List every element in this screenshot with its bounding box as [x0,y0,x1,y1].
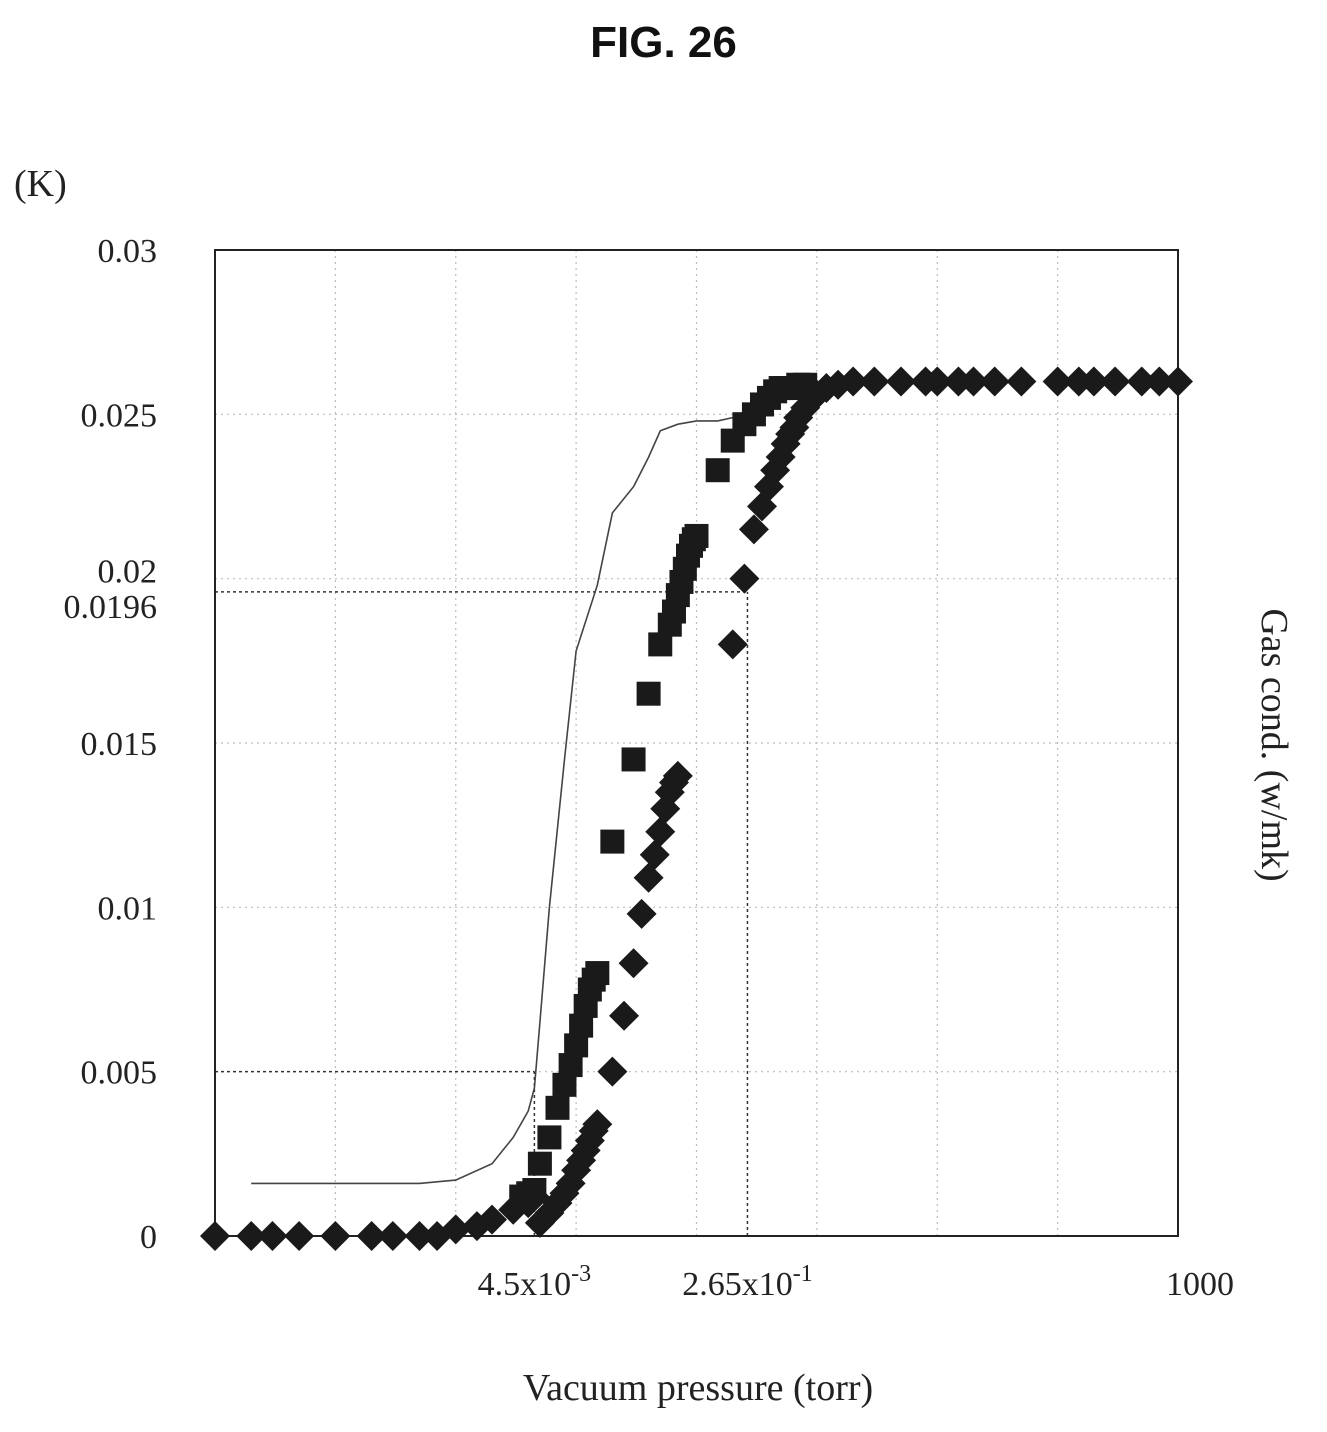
data-point-diamond [1042,366,1073,397]
x-tick-labels: 4.5x10-3 2.65x10-1 1000 [478,1261,1234,1303]
data-point-diamond [1078,366,1109,397]
data-point-diamond [618,948,649,979]
data-point-diamond [717,629,748,660]
data-point-diamond [1144,366,1175,397]
y-tick-label: 0.01 [98,890,158,927]
grid-lines [215,250,1178,1236]
y-tick-label: 0.025 [81,397,158,434]
data-point-diamond [236,1221,267,1251]
x-tick-label: 4.5x10-3 [478,1261,592,1303]
data-point-square [585,961,610,986]
data-point-diamond [1163,366,1193,397]
data-point-diamond [645,816,676,847]
y-tick-label: 0 [140,1219,157,1256]
data-point-diamond [284,1221,315,1251]
data-point-diamond [257,1221,288,1251]
data-series [200,366,1193,1251]
data-point-diamond [886,366,917,397]
data-point-diamond [356,1221,387,1251]
data-point-diamond [662,760,693,791]
data-point-square [527,1151,552,1176]
y-axis-label-right: Gas cond. (w/mk) [1253,608,1295,881]
data-point-diamond [519,1181,550,1212]
y-tick-label: 0.03 [98,233,158,270]
data-point-diamond [1126,366,1157,397]
data-point-diamond [1063,366,1094,397]
data-point-diamond [1006,366,1037,397]
data-point-diamond [633,862,664,893]
reference-lines [215,591,749,1236]
series-line [251,413,747,1185]
data-point-diamond [838,366,869,397]
data-point-square [621,747,646,772]
data-point-diamond [943,366,974,397]
y-tick-label: 0.0196 [64,589,158,626]
data-point-square [705,458,730,483]
y-tick-label: 0.02 [98,554,158,591]
data-point-diamond [582,1109,613,1140]
data-point-diamond [626,898,657,929]
data-point-diamond [320,1221,351,1251]
data-point-diamond [597,1056,628,1087]
x-axis-label: Vacuum pressure (torr) [523,1367,873,1409]
data-point-diamond [738,514,769,545]
data-point-diamond [404,1221,435,1251]
data-point-diamond [200,1221,230,1251]
data-point-diamond [639,839,670,870]
y-tick-label: 0.015 [81,726,158,763]
data-point-diamond [377,1221,408,1251]
data-point-square [636,681,661,706]
data-point-diamond [476,1204,507,1235]
data-point-diamond [609,1000,640,1031]
data-point-diamond [1100,366,1131,397]
plot-frame [214,249,1179,1237]
series-line [251,413,747,1185]
data-point-square [545,1095,570,1120]
data-point-diamond [440,1214,471,1245]
data-point-square [537,1125,562,1150]
data-point-diamond [859,366,890,397]
y-axis-label-left: (K) [14,163,67,205]
figure-title: FIG. 26 [590,18,737,67]
data-point-diamond [958,366,989,397]
data-point-square [684,523,709,548]
x-tick-label: 2.65x10-1 [682,1261,813,1303]
data-point-diamond [979,366,1010,397]
y-tick-label: 0.005 [81,1055,158,1092]
data-point-square [600,829,625,854]
data-point-diamond [922,366,953,397]
x-tick-label: 1000 [1166,1266,1234,1303]
data-point-diamond [729,563,760,594]
series-diamond [200,366,1193,1251]
